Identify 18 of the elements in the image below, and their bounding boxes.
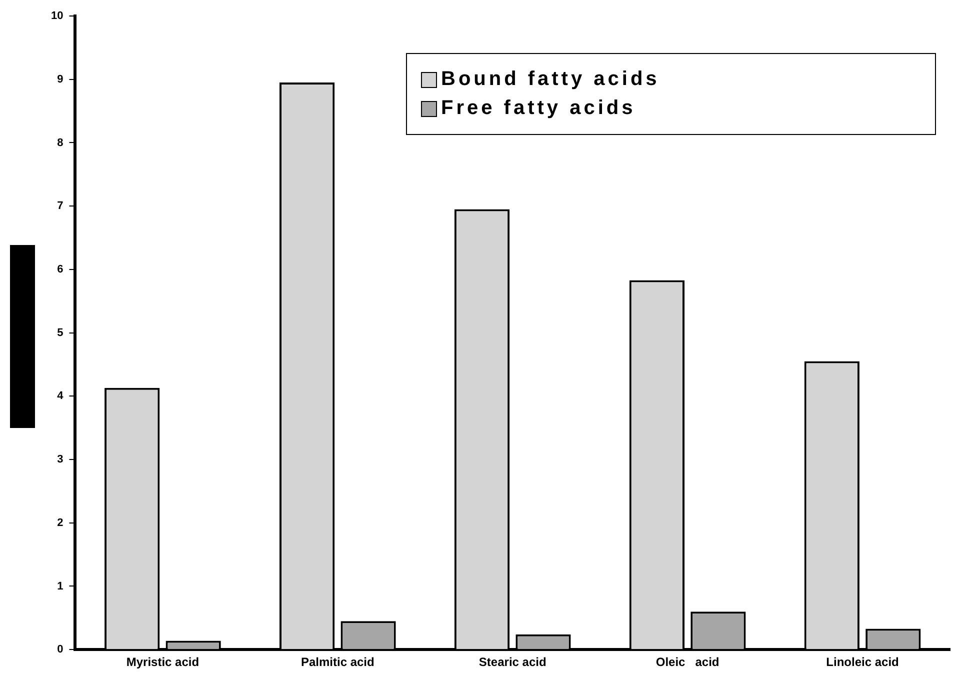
x-tick-label: Myristic acid <box>126 655 200 670</box>
y-tick-label: 10 <box>50 10 64 22</box>
y-tick-label: 9 <box>57 73 64 86</box>
legend-label: Bound fatty acids <box>441 68 660 91</box>
x-tick-label: Linoleic acid <box>826 655 899 670</box>
y-tick-label: 0 <box>57 644 64 656</box>
y-tick-label: 3 <box>57 454 64 466</box>
y-tick-label: 5 <box>57 326 64 339</box>
y-tick-label: 8 <box>57 136 64 149</box>
y-tick-label: 4 <box>57 390 64 402</box>
y-tick-label: 6 <box>57 263 64 276</box>
y-tick-label: 2 <box>57 516 64 529</box>
x-tick-label: Stearic acid <box>478 655 546 670</box>
y-tick-label: 7 <box>57 200 64 212</box>
x-tick-label: Oleic acid <box>656 655 720 670</box>
x-tick-label: Palmitic acid <box>300 655 374 670</box>
y-tick-label: 1 <box>57 580 64 592</box>
legend-label: Free fatty acids <box>441 97 636 120</box>
